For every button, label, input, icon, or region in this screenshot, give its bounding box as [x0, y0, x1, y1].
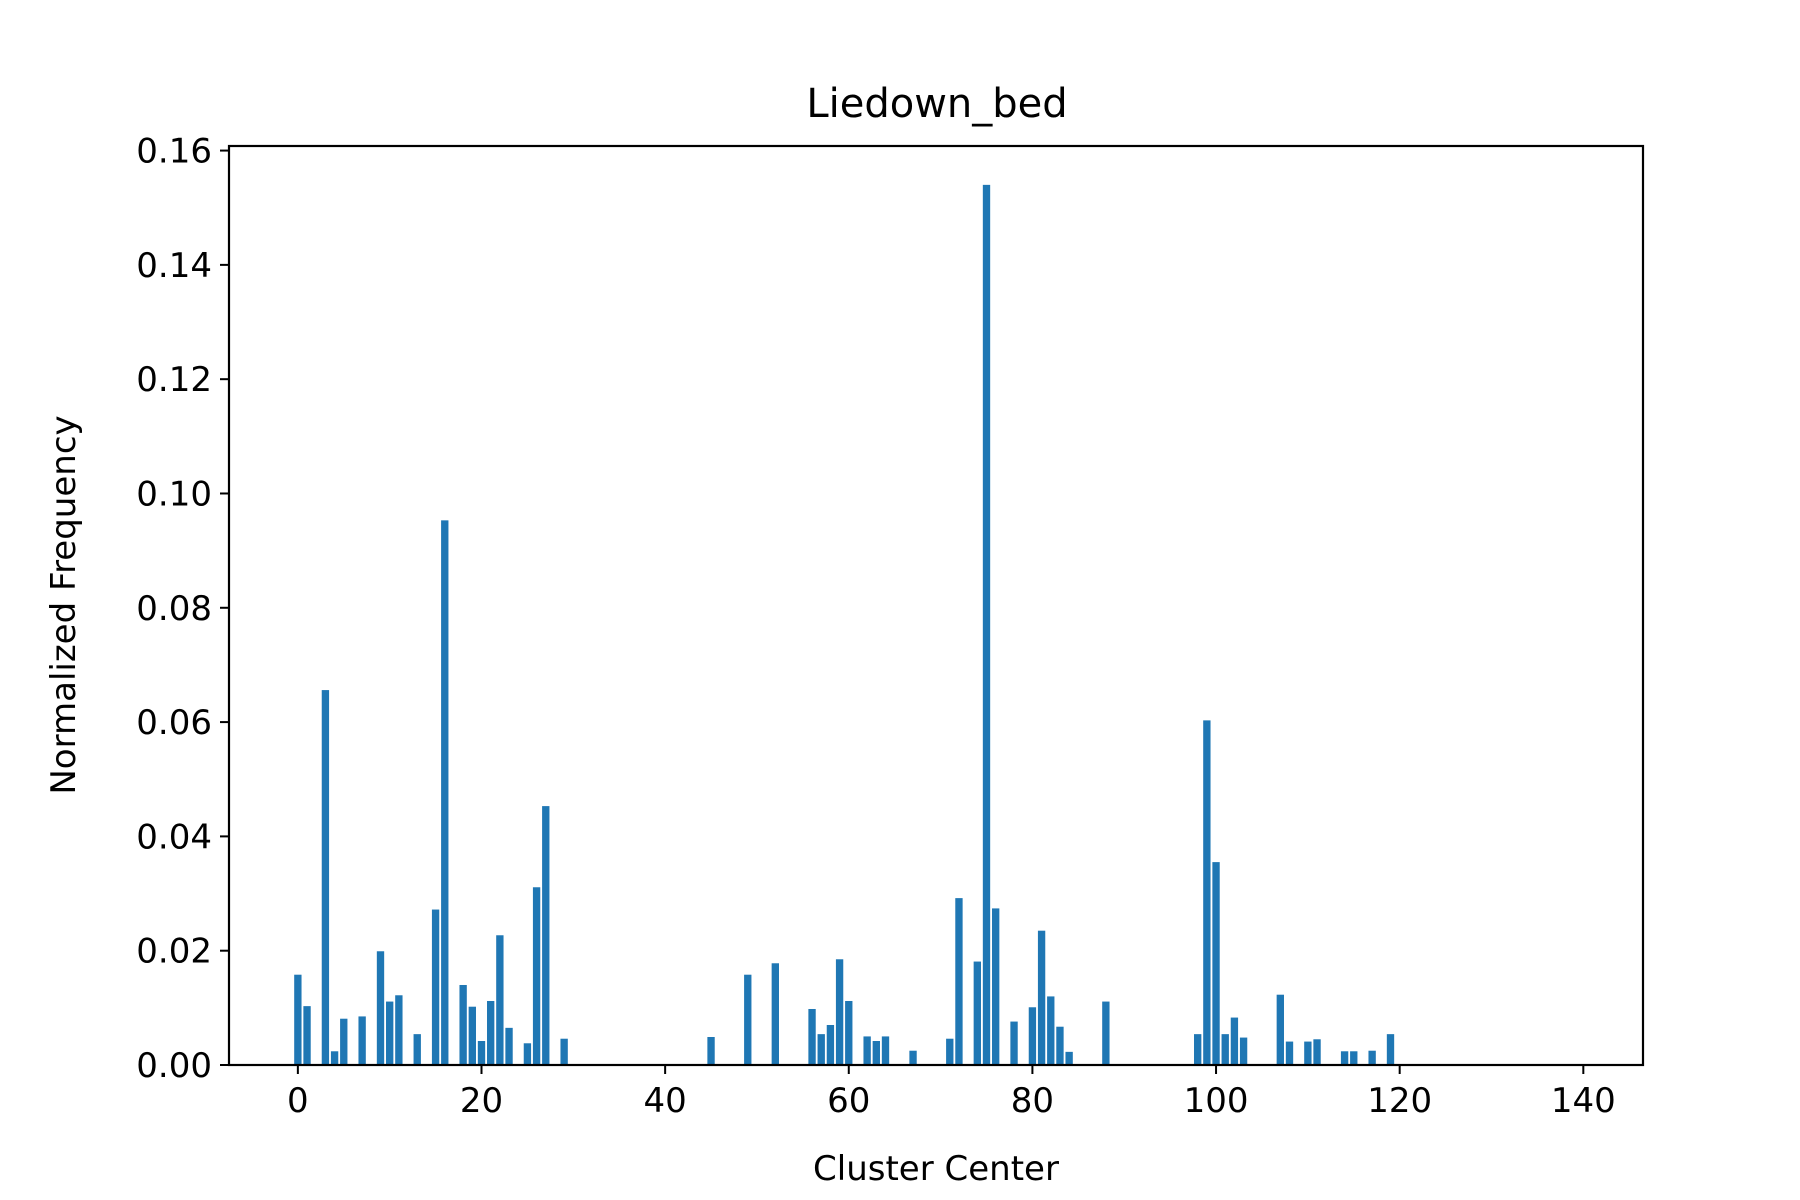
bar-119: [1386, 1034, 1395, 1065]
x-tick-label: 60: [827, 1081, 870, 1121]
bar-100: [1212, 862, 1220, 1065]
bar-9: [376, 951, 385, 1065]
bar-0: [294, 974, 302, 1065]
bar-26: [532, 887, 541, 1065]
y-tick-label: 0.14: [136, 246, 212, 286]
bar-52: [771, 963, 779, 1065]
bar-99: [1203, 720, 1211, 1065]
bar-80: [1028, 1007, 1037, 1065]
bar-11: [395, 995, 403, 1065]
x-axis-label: Cluster Center: [813, 1149, 1059, 1189]
bar-74: [973, 961, 981, 1065]
chart-title: Liedown_bed: [806, 81, 1067, 127]
bar-81: [1037, 930, 1046, 1065]
bar-82: [1047, 996, 1055, 1065]
bar-63: [872, 1040, 880, 1065]
bar-108: [1285, 1041, 1294, 1065]
bar-23: [505, 1027, 513, 1065]
y-tick-label: 0.06: [136, 703, 212, 743]
bar-107: [1276, 994, 1284, 1065]
x-tick-label: 100: [1184, 1081, 1249, 1121]
bar-62: [863, 1036, 871, 1065]
x-tick-label: 120: [1367, 1081, 1432, 1121]
plot-frame: [227, 144, 1645, 1067]
bar-5: [340, 1018, 348, 1065]
bar-88: [1102, 1001, 1110, 1065]
bar-15: [431, 909, 440, 1065]
bars-group: [294, 184, 1395, 1066]
bar-27: [542, 806, 550, 1065]
bar-10: [386, 1001, 394, 1065]
bar-21: [487, 1000, 495, 1065]
bar-110: [1304, 1041, 1312, 1065]
x-tick-label: 80: [1011, 1081, 1054, 1121]
x-tick-label: 20: [460, 1081, 503, 1121]
y-tick-label: 0.16: [136, 132, 212, 172]
x-tick-label: 40: [644, 1081, 687, 1121]
bar-115: [1350, 1051, 1358, 1065]
bar-84: [1065, 1051, 1073, 1065]
bar-49: [744, 974, 752, 1065]
y-tick-label: 0.02: [136, 932, 212, 972]
bar-103: [1239, 1037, 1248, 1065]
bar-3: [321, 690, 330, 1065]
bar-76: [992, 908, 1000, 1065]
bar-60: [845, 1000, 853, 1065]
bar-114: [1340, 1051, 1349, 1065]
bar-72: [955, 898, 963, 1065]
bar-75: [982, 184, 991, 1066]
bar-83: [1056, 1026, 1064, 1065]
bar-4: [330, 1051, 339, 1065]
bar-78: [1010, 1021, 1018, 1065]
bar-7: [358, 1016, 366, 1065]
bar-22: [496, 935, 504, 1065]
x-tick-label: 0: [287, 1081, 309, 1121]
y-axis-ticks: 0.00 0.02 0.04 0.06 0.08 0.10 0.12 0.14 0.16: [136, 132, 229, 1086]
bar-56: [808, 1008, 816, 1065]
bar-45: [707, 1036, 715, 1065]
bar-25: [523, 1043, 532, 1065]
bar-57: [817, 1034, 825, 1065]
bar-98: [1194, 1034, 1202, 1065]
bar-20: [477, 1040, 486, 1065]
y-tick-label: 0.10: [136, 474, 212, 514]
bar-1: [303, 1006, 311, 1065]
bar-19: [468, 1006, 476, 1065]
y-tick-label: 0.00: [136, 1046, 212, 1086]
x-axis-ticks: 0 20 40 60 80 100 120 140: [287, 1065, 1616, 1121]
bar-101: [1221, 1034, 1229, 1065]
y-tick-label: 0.04: [136, 817, 212, 857]
bar-29: [560, 1038, 568, 1065]
bar-67: [909, 1050, 917, 1065]
bar-111: [1313, 1039, 1321, 1065]
bar-13: [413, 1034, 421, 1065]
bar-59: [835, 959, 844, 1065]
x-tick-label: 140: [1551, 1081, 1616, 1121]
bar-58: [826, 1024, 835, 1065]
y-axis-label: Normalized Frequency: [44, 415, 84, 794]
bar-64: [881, 1036, 890, 1065]
bar-16: [441, 520, 449, 1065]
bar-102: [1230, 1017, 1239, 1065]
y-tick-label: 0.08: [136, 589, 212, 629]
bar-71: [946, 1038, 954, 1065]
bar-117: [1368, 1050, 1376, 1065]
y-tick-label: 0.12: [136, 360, 212, 400]
bar-18: [459, 984, 467, 1065]
